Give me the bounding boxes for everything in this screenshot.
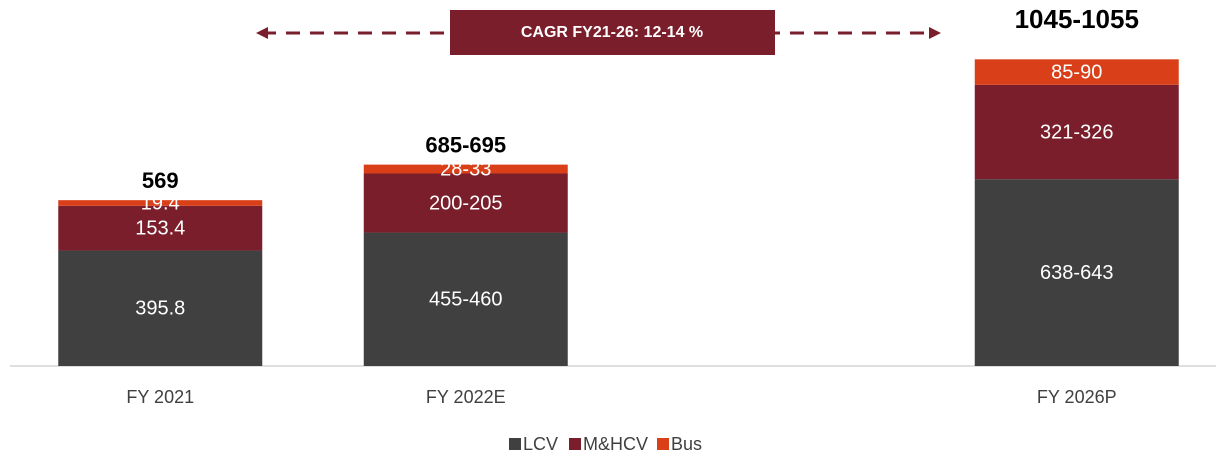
- value-label: 200-205: [429, 192, 502, 214]
- legend-swatch: [569, 438, 581, 450]
- bar-segment: [974, 179, 1179, 366]
- bar-segment: [58, 205, 263, 251]
- x-tick-label: FY 2026P: [1037, 387, 1117, 407]
- legend-label: LCV: [523, 434, 558, 454]
- legend-label: M&HCV: [583, 434, 648, 454]
- value-label: 638-643: [1040, 262, 1113, 284]
- legend-label: Bus: [671, 434, 702, 454]
- value-label: 395.8: [135, 298, 185, 320]
- legend-swatch: [509, 438, 521, 450]
- total-label: 569: [142, 168, 179, 193]
- bar-segment: [58, 250, 263, 366]
- total-label: 685-695: [425, 132, 506, 157]
- value-label: 153.4: [135, 217, 185, 239]
- x-tick-label: FY 2021: [126, 387, 194, 407]
- bar-segment: [363, 173, 568, 233]
- bar-segment: [974, 59, 1179, 85]
- cagr-label: CAGR FY21-26: 12-14 %: [521, 24, 703, 41]
- total-label: 1045-1055: [1015, 4, 1139, 34]
- bar-segment: [58, 200, 263, 206]
- bar-segment: [363, 232, 568, 366]
- bar-segment: [974, 84, 1179, 180]
- x-tick-label: FY 2022E: [426, 387, 506, 407]
- value-label: 28-33: [440, 158, 491, 180]
- bar-segment: [363, 164, 568, 174]
- cagr-box: [450, 10, 775, 55]
- legend-swatch: [657, 438, 669, 450]
- value-label: 455-460: [429, 289, 502, 311]
- value-label: 85-90: [1051, 61, 1102, 83]
- value-label: 19.4: [141, 192, 180, 214]
- value-label: 321-326: [1040, 121, 1113, 143]
